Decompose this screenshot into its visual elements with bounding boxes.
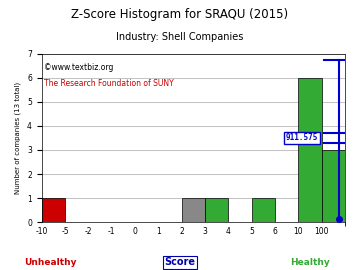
Text: Unhealthy: Unhealthy (24, 258, 77, 267)
Text: Score: Score (165, 257, 195, 267)
Text: Z-Score Histogram for SRAQU (2015): Z-Score Histogram for SRAQU (2015) (71, 8, 289, 21)
Text: 911.575: 911.575 (286, 133, 318, 142)
Bar (298, 78, 322, 222)
Text: The Research Foundation of SUNY: The Research Foundation of SUNY (44, 79, 174, 88)
Bar (252, 198, 275, 222)
Text: Industry: Shell Companies: Industry: Shell Companies (116, 32, 244, 42)
Bar (322, 150, 345, 222)
Y-axis label: Number of companies (13 total): Number of companies (13 total) (15, 82, 22, 194)
Bar (182, 198, 205, 222)
Bar (42, 198, 65, 222)
Text: ©www.textbiz.org: ©www.textbiz.org (44, 63, 113, 72)
Bar (205, 198, 228, 222)
Text: Healthy: Healthy (290, 258, 329, 267)
